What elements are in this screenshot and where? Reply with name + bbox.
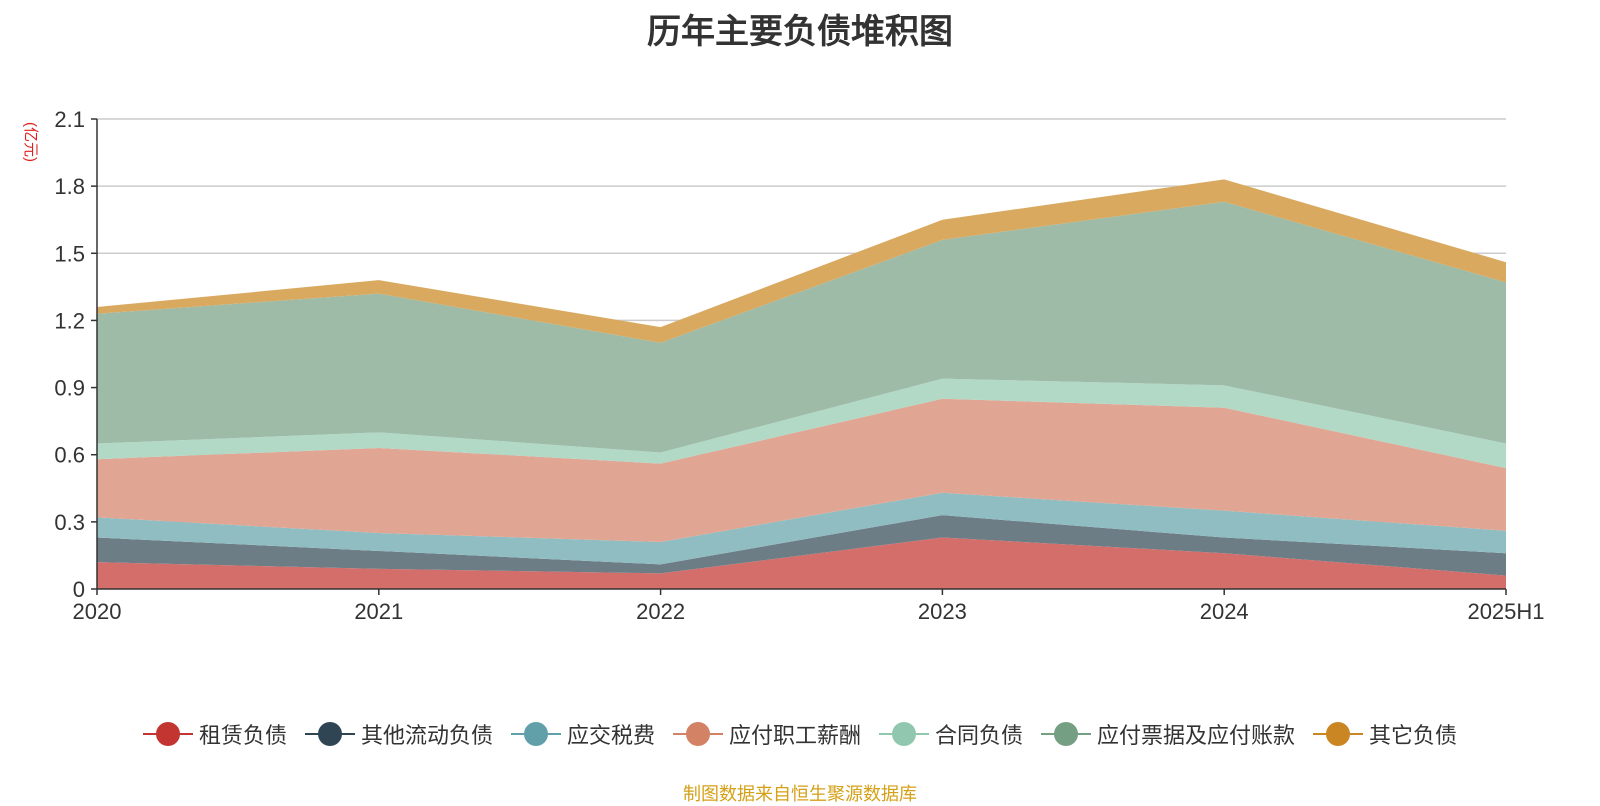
- x-tick-label: 2023: [918, 599, 967, 624]
- y-tick-label: 0: [73, 577, 85, 602]
- legend-label: 租赁负债: [198, 723, 287, 748]
- y-tick-label: 0.6: [54, 443, 85, 468]
- legend-item[interactable]: 其它负债: [1313, 718, 1457, 750]
- chart-title: 历年主要负债堆积图: [647, 13, 953, 51]
- area-series-3: [97, 398, 1506, 542]
- legend-label: 应付职工薪酬: [728, 723, 861, 748]
- legend-label: 其它负债: [1369, 723, 1458, 748]
- x-tick-label: 2021: [354, 599, 403, 624]
- legend-item[interactable]: 应交税费: [510, 718, 655, 750]
- x-tick-label: 2024: [1200, 599, 1249, 624]
- y-tick-label: 1.2: [54, 308, 85, 333]
- x-tick-label: 2025H1: [1467, 599, 1544, 624]
- y-axis-unit-label: (亿元): [22, 122, 39, 162]
- legend-marker-icon: [510, 722, 561, 746]
- legend-item[interactable]: 应付票据及应付账款: [1041, 718, 1295, 750]
- x-tick-label: 2022: [636, 599, 685, 624]
- area-series-0: [97, 537, 1506, 589]
- area-series-1: [97, 515, 1506, 576]
- legend-label: 其他流动负债: [360, 723, 493, 748]
- axes: 0 0.3 0.6 0.9 1.2 1.5 1.8 2.1 2020 2021 2022 2023 20…: [54, 107, 1544, 624]
- y-tick-label: 2.1: [54, 107, 85, 132]
- y-tick-label: 1.5: [54, 241, 85, 266]
- legend-item[interactable]: 其他流动负债: [304, 718, 493, 750]
- area-series-5: [97, 201, 1506, 453]
- legend-item[interactable]: 合同负债: [879, 718, 1023, 750]
- legend-marker-icon: [142, 722, 193, 746]
- legend-label: 应交税费: [566, 723, 655, 748]
- legend-marker-icon: [672, 722, 723, 746]
- x-tick-label: 2020: [73, 599, 122, 624]
- legend-marker-icon: [1313, 722, 1364, 746]
- area-series-6: [97, 179, 1506, 343]
- legend-item[interactable]: 租赁负债: [142, 718, 287, 750]
- stacked-areas: [97, 179, 1506, 589]
- legend-marker-icon: [879, 722, 929, 746]
- y-tick-label: 1.8: [54, 174, 85, 199]
- legend-item[interactable]: 应付职工薪酬: [672, 718, 861, 750]
- legend-label: 应付票据及应付账款: [1097, 723, 1296, 748]
- source-note: 制图数据来自恒生聚源数据库: [683, 784, 917, 804]
- legend-marker-icon: [1041, 722, 1092, 746]
- area-series-2: [97, 492, 1506, 565]
- y-tick-label: 0.3: [54, 510, 85, 535]
- legend-label: 合同负债: [935, 723, 1024, 748]
- legend-marker-icon: [304, 722, 355, 746]
- area-series-4: [97, 378, 1506, 469]
- y-tick-label: 0.9: [54, 376, 85, 401]
- legend: 租赁负债 其他流动负债 应交税费 应付职工薪酬 合同负债 应付票据及应付账款 其它负债: [0, 718, 1600, 750]
